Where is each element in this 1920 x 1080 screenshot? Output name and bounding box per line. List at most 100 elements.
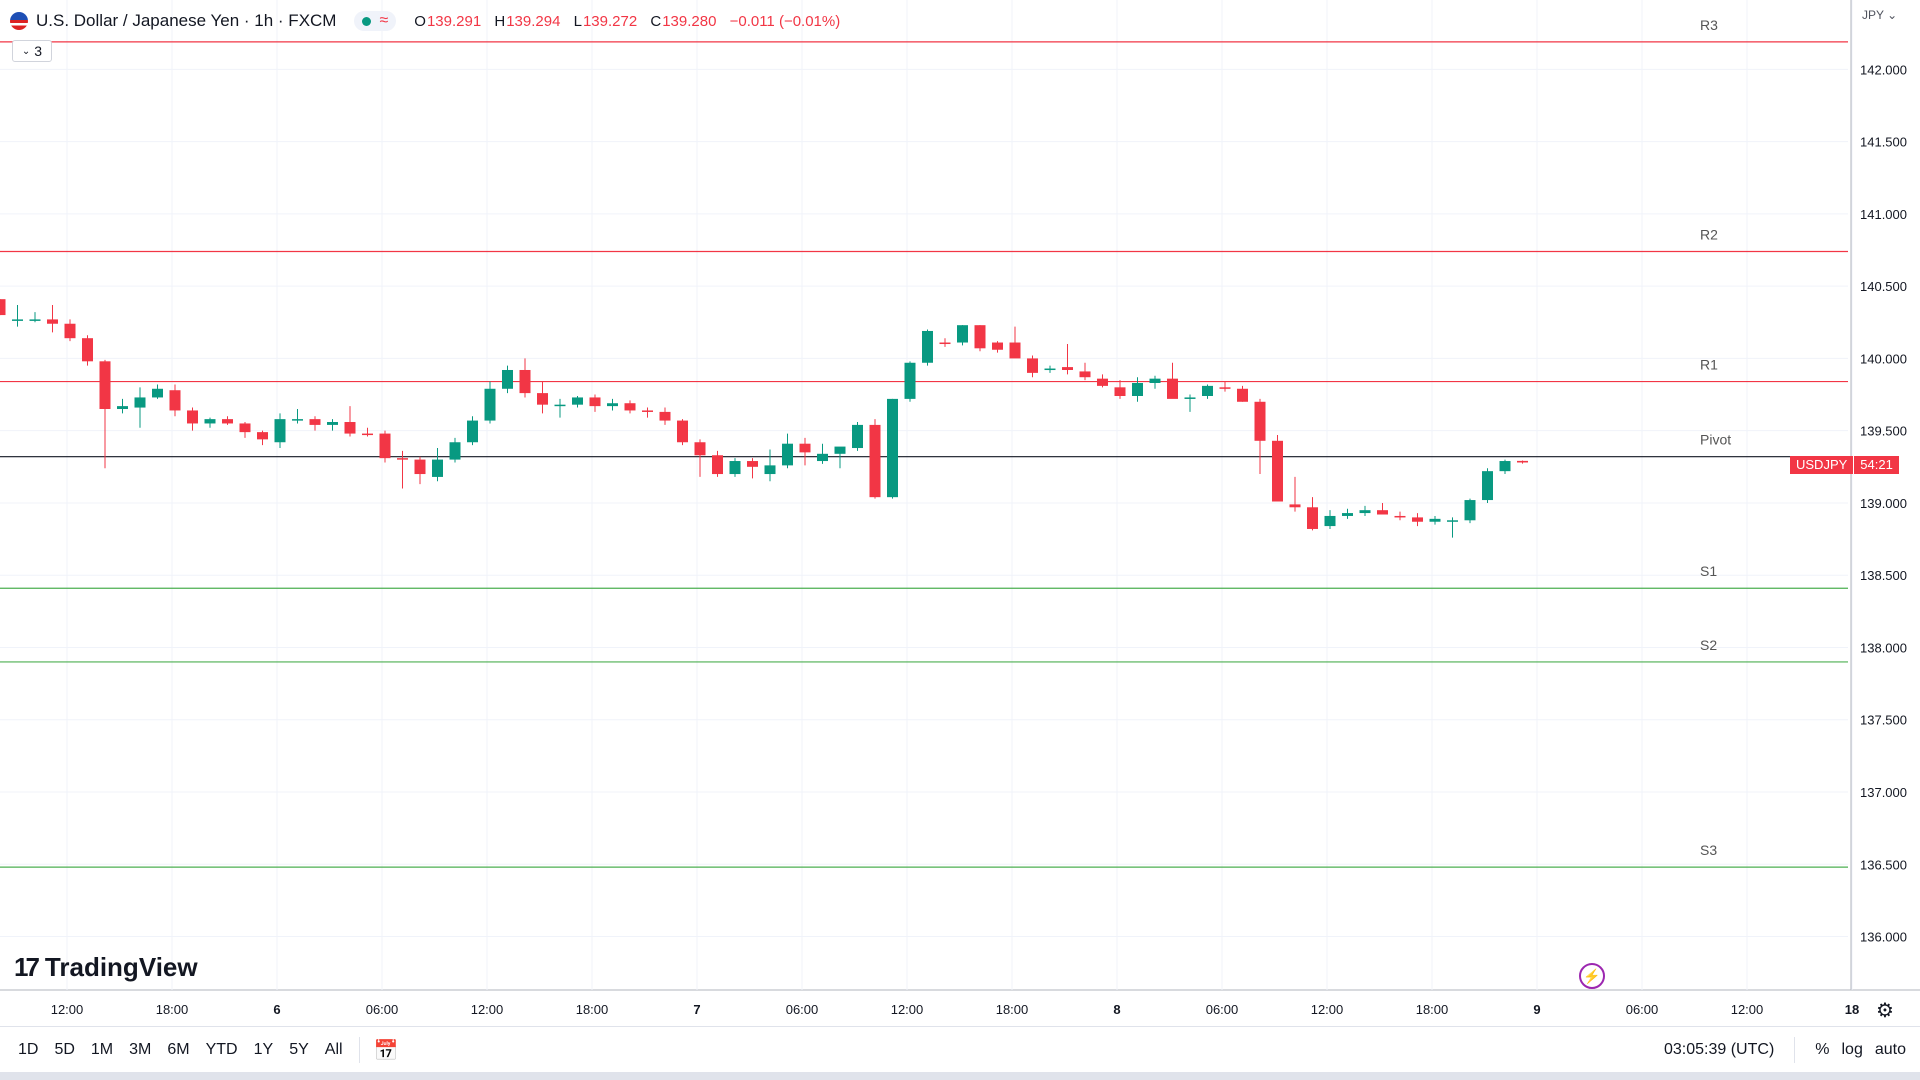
candle[interactable] [1499,459,1511,475]
candle[interactable] [834,446,846,469]
range-button-1d[interactable]: 1D [18,1041,39,1058]
log-toggle[interactable]: log [1841,1041,1863,1058]
candle[interactable] [309,416,321,431]
candle[interactable] [362,427,373,437]
range-button-3m[interactable]: 3M [129,1041,152,1058]
candle[interactable] [1464,498,1476,524]
candle[interactable] [712,450,723,477]
candle[interactable] [0,299,6,316]
indicator-toggle[interactable]: ⌄ 3 [12,40,52,62]
candle[interactable] [1219,381,1231,392]
candle[interactable] [554,398,566,418]
candle[interactable] [414,456,426,485]
currency-menu[interactable]: JPY ⌄ [1862,8,1897,22]
candle[interactable] [397,450,408,489]
candle[interactable] [782,433,793,469]
candle[interactable] [484,381,496,424]
candle[interactable] [1272,435,1283,502]
candle[interactable] [1429,515,1441,525]
candle[interactable] [729,458,741,477]
lightning-icon[interactable]: ⚡ [1579,963,1605,989]
candle[interactable] [327,419,338,431]
percent-toggle[interactable]: % [1815,1041,1830,1058]
candle[interactable] [134,387,146,428]
candle[interactable] [12,304,23,327]
candle[interactable] [519,358,531,398]
candle[interactable] [887,398,898,499]
range-button-1m[interactable]: 1M [90,1041,114,1058]
candle[interactable] [204,417,216,428]
candle[interactable] [869,419,881,499]
candle[interactable] [642,407,653,418]
candle[interactable] [29,312,41,323]
candle[interactable] [957,325,968,346]
candle[interactable] [799,437,811,466]
auto-toggle[interactable]: auto [1874,1041,1906,1058]
range-button-6m[interactable]: 6M [167,1041,190,1058]
candle[interactable] [1237,385,1248,402]
candle[interactable] [222,416,233,425]
candle[interactable] [1062,343,1073,375]
candle[interactable] [274,413,286,449]
candle[interactable] [502,365,513,394]
candle[interactable] [939,338,951,347]
range-button-1y[interactable]: 1Y [253,1041,274,1058]
candle[interactable] [1412,513,1423,527]
candle[interactable] [624,400,636,414]
candle[interactable] [47,304,58,333]
tradingview-logo[interactable]: 17 TradingView [14,952,198,983]
utc-clock[interactable]: 03:05:39 (UTC) [1664,1041,1775,1058]
candle[interactable] [152,384,163,399]
candle[interactable] [1079,362,1091,381]
candle[interactable] [607,398,618,411]
candle[interactable] [257,430,268,446]
candle[interactable] [1394,511,1406,521]
range-button-5d[interactable]: 5D [54,1041,75,1058]
candle[interactable] [1167,362,1178,399]
candle[interactable] [992,341,1003,353]
candle[interactable] [1132,377,1143,402]
candle[interactable] [817,443,828,464]
candle[interactable] [169,384,181,417]
candle[interactable] [1044,365,1056,373]
candle[interactable] [747,458,758,479]
symbol-title[interactable]: U.S. Dollar / Japanese Yen · 1h · FXCM [36,11,337,30]
settings-gear-icon[interactable]: ⚙ [1876,1000,1894,1022]
candle[interactable] [1377,502,1388,515]
range-button-all[interactable]: All [324,1041,343,1058]
candle[interactable] [1184,394,1196,412]
candle[interactable] [379,430,391,463]
candle[interactable] [1307,497,1318,531]
candle[interactable] [1097,374,1108,388]
candle[interactable] [694,439,706,477]
candle[interactable] [239,422,251,438]
candle[interactable] [99,359,111,469]
candle[interactable] [537,381,548,414]
candle[interactable] [64,319,76,342]
market-status-pill[interactable]: ≈ [354,11,397,31]
candle[interactable] [1009,326,1021,359]
candle[interactable] [589,394,601,412]
candle[interactable] [344,406,356,437]
candle[interactable] [764,449,776,482]
candle[interactable] [1149,375,1161,389]
candle[interactable] [852,422,863,451]
candle[interactable] [659,407,671,425]
candle[interactable] [677,419,688,446]
candle[interactable] [572,396,583,408]
candle[interactable] [187,407,198,431]
candle[interactable] [467,416,478,446]
candle[interactable] [1482,468,1493,503]
candle[interactable] [1342,508,1353,519]
candle[interactable] [1027,355,1038,378]
range-button-ytd[interactable]: YTD [205,1041,238,1058]
candle[interactable] [922,329,933,366]
candle[interactable] [904,361,916,402]
candle[interactable] [1324,510,1336,529]
candle[interactable] [1289,476,1301,512]
calendar-goto-icon[interactable]: 📅 [373,1039,399,1062]
candle[interactable] [1447,517,1458,538]
candle[interactable] [82,335,93,366]
candle[interactable] [1254,398,1266,475]
